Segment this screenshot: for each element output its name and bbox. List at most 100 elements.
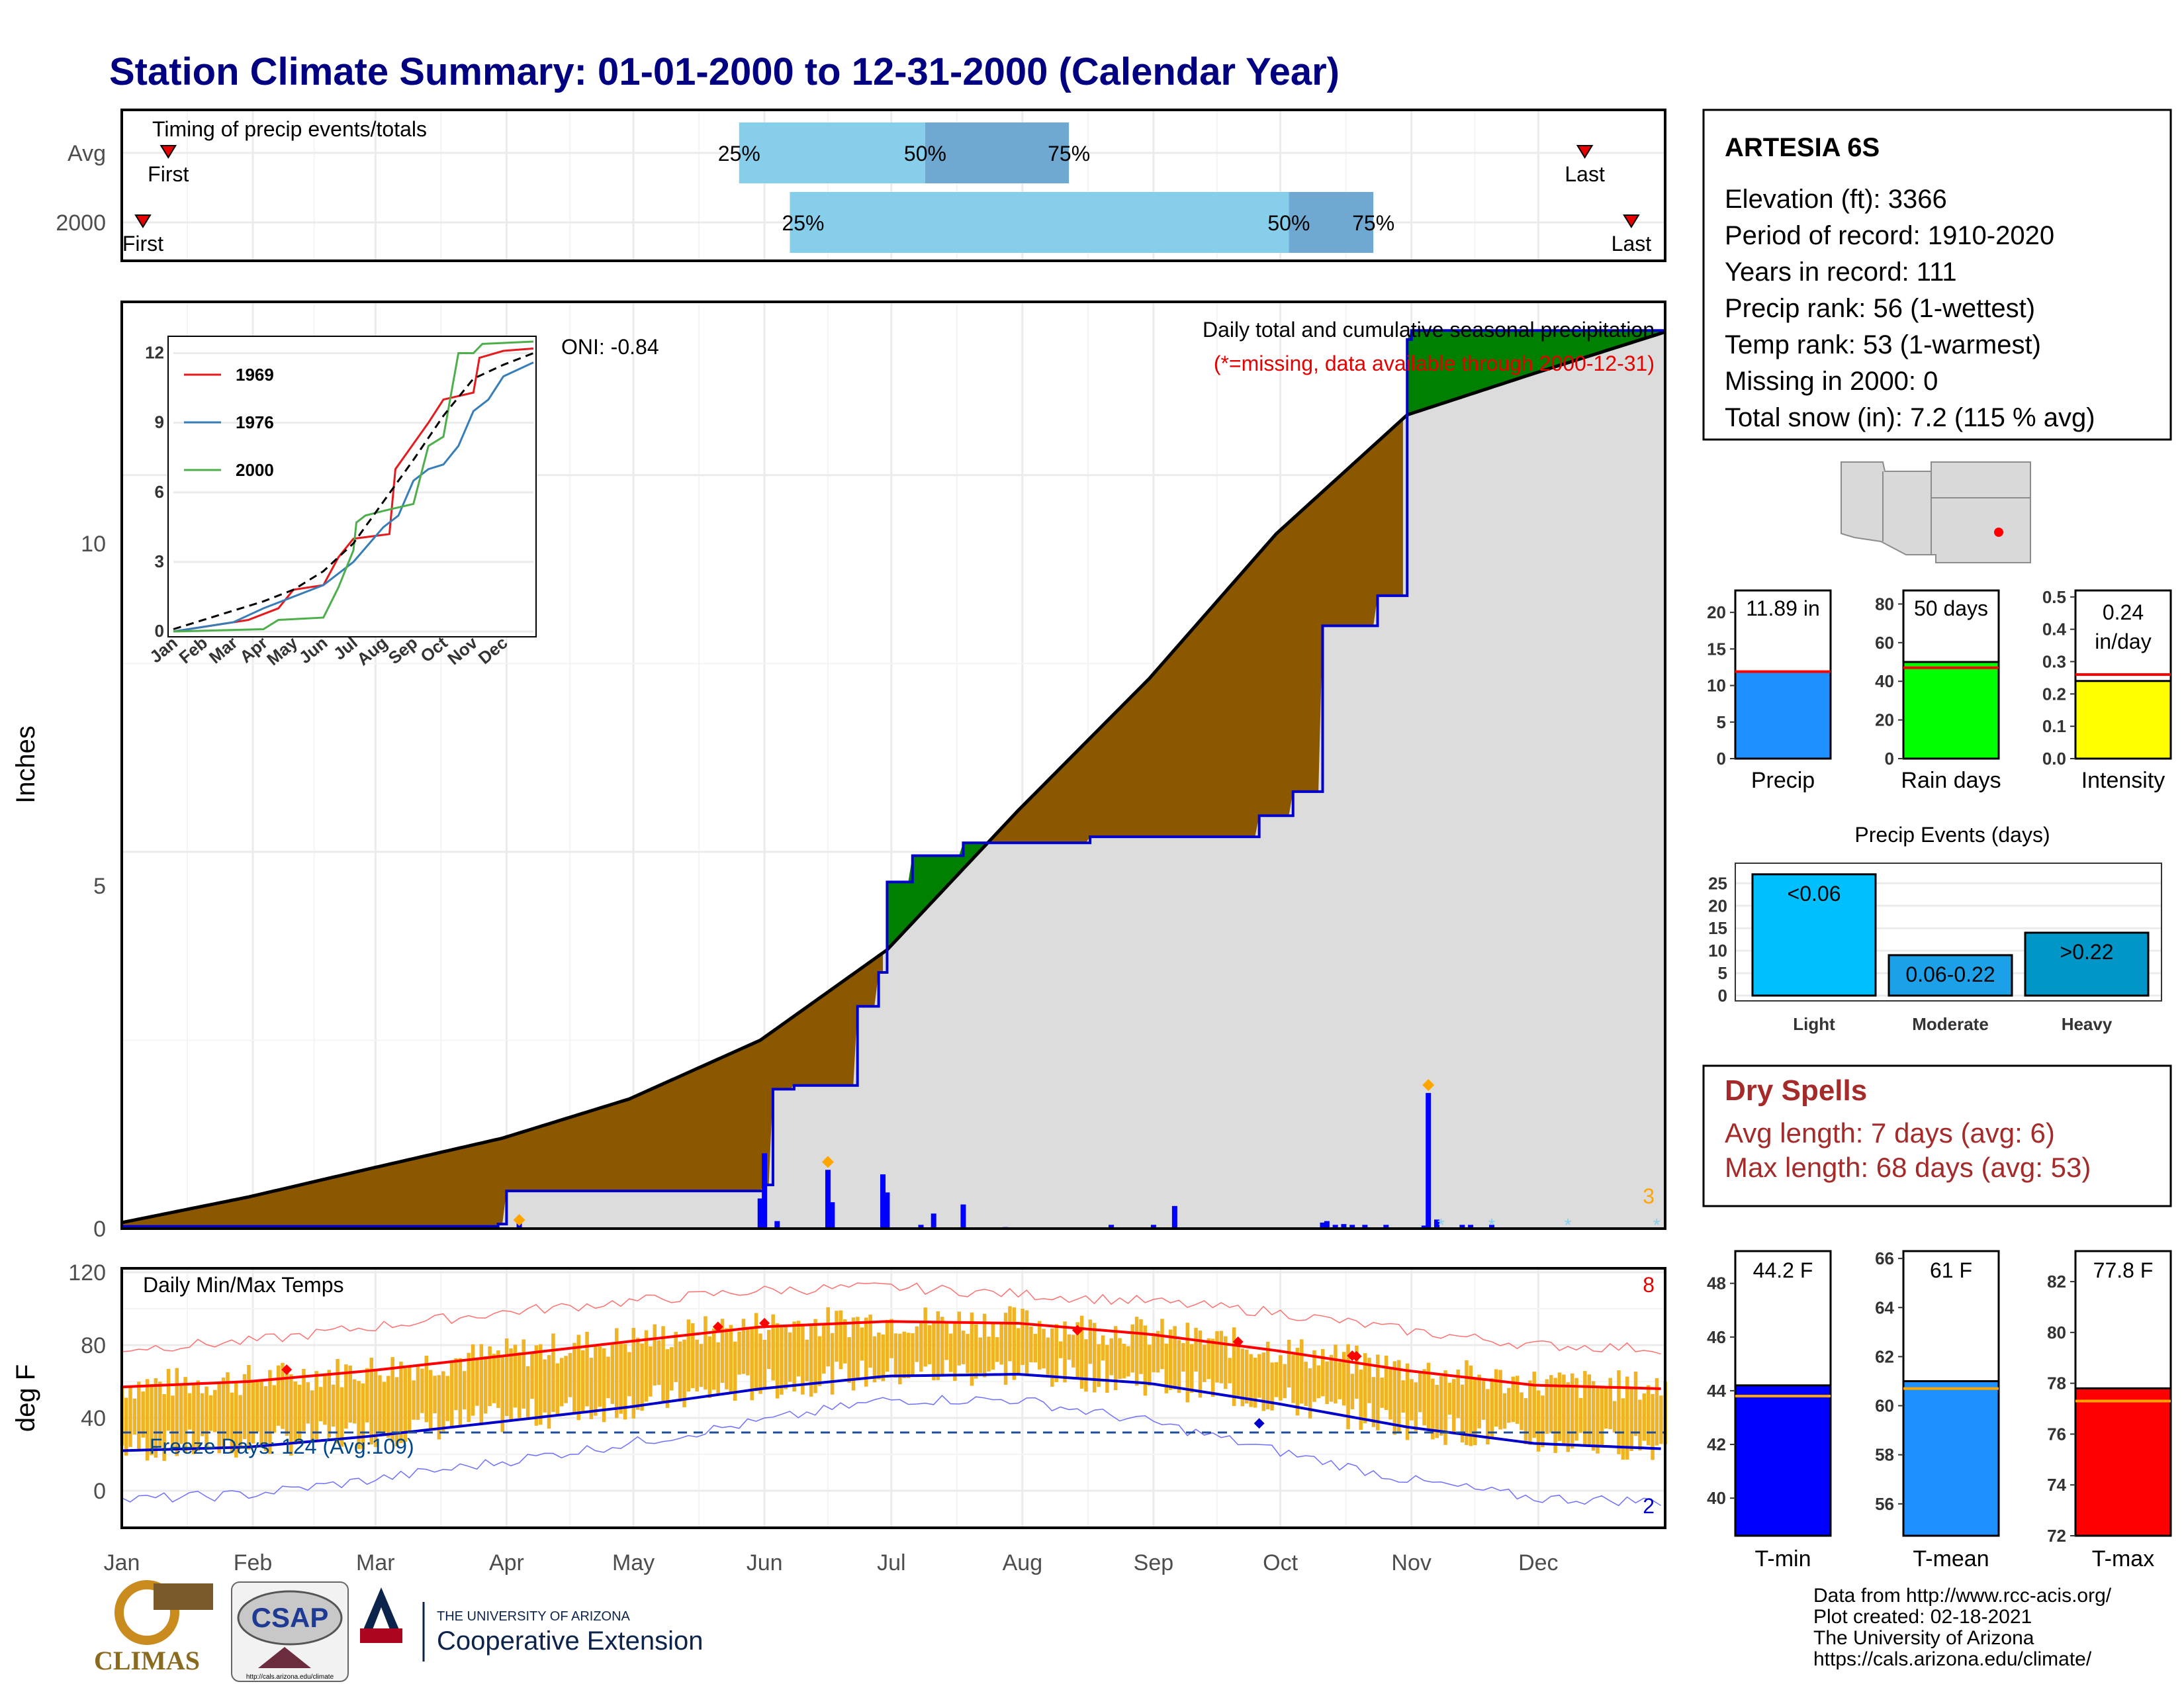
temp-daily-range-bar [463,1371,467,1410]
precip-ytick-5: 5 [93,874,106,899]
precip-ytick-0: 0 [93,1217,106,1242]
temp-daily-range-bar [504,1338,509,1417]
inset-ytick-9: 9 [155,412,164,432]
temp-daily-range-bar [771,1314,775,1381]
temp-daily-range-bar [1274,1362,1279,1397]
rain-days-ytick: 20 [1875,710,1894,730]
temp-daily-range-bar [653,1324,657,1386]
temp-daily-range-bar [234,1382,238,1458]
x-tick-may: May [612,1550,655,1575]
temp-daily-range-bar [906,1333,911,1378]
temp-record-low-marker [1253,1418,1265,1429]
temp-daily-range-bar [1075,1322,1079,1379]
temp-daily-range-bar [631,1327,636,1419]
temp-daily-range-bar [162,1394,166,1461]
precip-daily-bar [1332,1225,1338,1229]
temp-record-high-marker [1351,1350,1362,1362]
timing-p75-label-Avg: 75% [1048,142,1090,165]
temp-daily-range-bar [729,1325,733,1393]
dry-spells-title: Dry Spells [1725,1074,1867,1107]
temp-daily-range-bar [750,1328,754,1401]
temp-daily-range-bar [336,1358,340,1444]
x-tick-sep: Sep [1134,1550,1174,1575]
temp-daily-range-bar [580,1350,585,1412]
rain-days-ytick: 40 [1875,671,1894,691]
rain-days-value: 50 days [1914,596,1988,620]
station-line-2: Years in record: 111 [1725,258,1957,287]
temp-avg-max-line [121,1320,1661,1390]
temp-daily-range-bar [1181,1342,1185,1372]
x-tick-jul: Jul [877,1550,905,1575]
temp-daily-range-bar [1435,1385,1439,1438]
temp-daily-range-bar [293,1381,297,1444]
temp-summary-t-mean-ytick: 56 [1875,1494,1894,1514]
temp-daily-range-bar [378,1375,382,1432]
temp-daily-range-bar [1067,1334,1071,1360]
temp-daily-range-bar [635,1337,640,1410]
events-ytick-20: 20 [1708,896,1727,915]
temp-daily-range-bar [1612,1401,1617,1433]
intensity-value-line1: 0.24 [2103,600,2144,624]
temp-daily-range-bar [1460,1384,1465,1443]
temp-daily-range-bar [788,1332,792,1382]
temp-daily-range-bar [1557,1372,1562,1441]
temp-daily-range-bar [1545,1379,1549,1434]
temp-daily-range-bar [813,1319,817,1393]
temp-daily-range-bar [247,1364,251,1450]
temp-daily-range-bar [1308,1368,1312,1419]
temp-daily-range-bar [445,1376,449,1421]
temp-daily-range-bar [1342,1352,1346,1406]
freeze-days-label: Freeze Days: 124 (Avg:109) [150,1434,414,1458]
temp-daily-range-bar [868,1314,872,1368]
temp-daily-range-bar [784,1325,788,1389]
temp-daily-range-bar [1329,1354,1334,1402]
temp-daily-range-bar [1452,1379,1456,1433]
temp-daily-range-bar [205,1386,208,1450]
temp-daily-range-bar [1642,1393,1647,1441]
events-xlabel-heavy: Heavy [2062,1014,2113,1034]
temp-daily-range-bar [1494,1369,1498,1427]
temp-daily-range-bar [314,1371,318,1440]
timing-p75-label-2000: 75% [1352,211,1394,235]
temp-daily-range-bar [1037,1321,1042,1370]
temp-daily-range-bar [1088,1319,1093,1364]
temp-daily-range-bar [1164,1343,1169,1393]
precip-total-value: 11.89 in [1746,596,1820,620]
temp-daily-range-bar [627,1352,631,1397]
temp-daily-range-bar [124,1397,128,1456]
temp-summary-t-min-label: T-min [1755,1546,1811,1571]
csap-logo: CSAP http://cals.arizona.edu/climate [231,1581,349,1682]
temp-summary-t-min-bar [1734,1384,1832,1537]
precip-panel: * * * * Daily total and cumulative seasonal… [11,301,1666,1242]
temp-daily-range-bar [1659,1395,1663,1444]
temp-daily-range-bar [357,1381,361,1450]
temp-daily-range-bar [737,1331,741,1375]
temp-daily-range-bar [1392,1361,1397,1435]
temp-daily-range-bar [437,1375,441,1440]
temp-daily-range-bar [847,1337,851,1383]
temp-daily-range-bar [352,1379,357,1424]
timing-band-25-50-2000 [790,192,1289,253]
temp-daily-range-bar [1401,1380,1405,1413]
map-states [1841,461,2031,563]
temp-daily-range-bar [1608,1378,1612,1429]
temp-daily-range-bar [923,1307,927,1367]
temp-daily-range-bar [1113,1326,1118,1391]
rain-days-label: Rain days [1901,768,2001,793]
temp-daily-range-bar [187,1393,192,1430]
temp-daily-range-bar [1447,1382,1452,1415]
temp-daily-range-bar [407,1365,412,1432]
temp-summary-t-mean-label: T-mean [1913,1546,1989,1571]
temp-summary-t-mean-value: 61 F [1930,1258,1972,1282]
x-tick-dec: Dec [1518,1550,1558,1575]
temp-daily-range-bar [1021,1308,1024,1366]
station-line-5: Missing in 2000: 0 [1725,367,1938,396]
climas-logo-text: CLIMAS [94,1646,200,1675]
temp-daily-range-bar [1651,1393,1655,1460]
temp-daily-range-bar [226,1372,230,1440]
temp-daily-range-bar [1346,1344,1350,1430]
temp-daily-range-bar [1244,1349,1249,1404]
temp-daily-range-bar [796,1321,801,1377]
precip-daily-bar [1421,1225,1427,1229]
inset-line-1969 [173,348,534,633]
